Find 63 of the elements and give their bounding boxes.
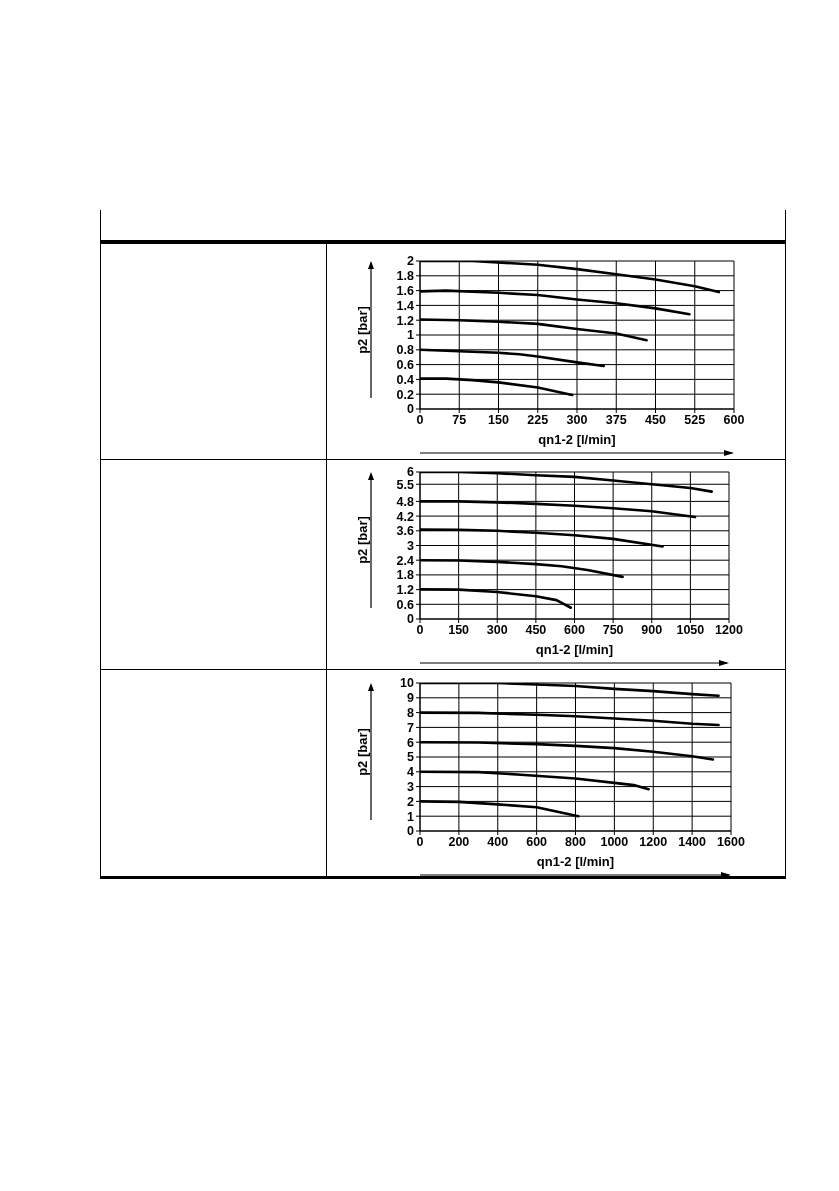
y-tick-label: 2: [407, 254, 415, 269]
y-axis-title: p2 [bar]: [354, 305, 370, 354]
y-tick-label: 7: [407, 720, 415, 735]
x-tick-label: 600: [564, 622, 585, 637]
x-axis-title: qn1-2 [l/min]: [537, 432, 617, 447]
x-tick-label: 800: [565, 834, 586, 849]
x-tick-label: 1000: [600, 834, 629, 849]
y-tick-label: 1.8: [396, 568, 415, 583]
y-tick-label: 1.4: [396, 298, 415, 313]
y-tick-label: 4: [407, 765, 415, 780]
x-tick-label: 1200: [715, 622, 743, 637]
x-tick-label: 150: [448, 622, 470, 637]
y-axis-title: p2 [bar]: [354, 727, 370, 776]
y-tick-label: 1.8: [396, 269, 415, 284]
y-tick-label: 5.5: [396, 477, 415, 492]
y-tick-label: 3: [407, 780, 415, 795]
y-tick-label: 0.4: [396, 372, 415, 387]
y-tick-label: 0.6: [396, 597, 415, 612]
y-tick-label: 1.6: [396, 284, 415, 299]
y-tick-label: 3: [407, 538, 415, 553]
x-tick-label: 900: [641, 622, 663, 637]
x-tick-label: 1050: [676, 622, 705, 637]
x-tick-label: 400: [487, 834, 509, 849]
x-axis-title: qn1-2 [l/min]: [535, 854, 616, 869]
x-tick-label: 75: [452, 412, 467, 427]
x-tick-label: 750: [602, 622, 624, 637]
y-tick-label: 0.6: [396, 358, 415, 373]
x-tick-label: 375: [605, 412, 627, 427]
y-tick-label: 0: [407, 402, 415, 417]
y-tick-label: 6: [407, 735, 415, 750]
y-tick-label: 0.2: [396, 387, 415, 402]
y-tick-label: 1: [407, 328, 415, 343]
x-tick-label: 300: [486, 622, 508, 637]
y-tick-label: 10: [400, 676, 415, 691]
y-tick-label: 0: [407, 824, 415, 839]
y-tick-label: 0.8: [396, 343, 415, 358]
x-tick-label: 600: [723, 412, 745, 427]
x-tick-label: 1200: [639, 834, 668, 849]
y-tick-label: 4.8: [396, 494, 415, 509]
y-tick-label: 1: [407, 809, 415, 824]
y-tick-label: 6: [407, 465, 415, 480]
x-axis-title: qn1-2 [l/min]: [534, 642, 615, 657]
x-tick-label: 450: [525, 622, 547, 637]
y-tick-label: 5: [407, 750, 415, 765]
x-tick-label: 150: [488, 412, 509, 427]
x-tick-label: 1400: [678, 834, 707, 849]
y-tick-label: 3.6: [396, 524, 415, 539]
y-tick-label: 1.2: [396, 313, 415, 328]
x-tick-label: 1600: [717, 834, 745, 849]
x-tick-label: 525: [684, 412, 706, 427]
y-axis-title: p2 [bar]: [354, 516, 370, 564]
y-tick-label: 9: [407, 691, 415, 706]
x-tick-label: 600: [526, 834, 548, 849]
y-tick-label: 1.2: [396, 583, 415, 598]
x-tick-label: 200: [448, 834, 470, 849]
y-tick-label: 4.2: [396, 509, 415, 524]
y-tick-label: 2: [407, 794, 415, 809]
x-tick-label: 225: [527, 412, 549, 427]
y-tick-label: 0: [407, 612, 415, 627]
y-tick-label: 2.4: [396, 553, 415, 568]
x-tick-label: 450: [645, 412, 666, 427]
x-tick-label: 300: [566, 412, 588, 427]
y-tick-label: 8: [407, 706, 415, 721]
